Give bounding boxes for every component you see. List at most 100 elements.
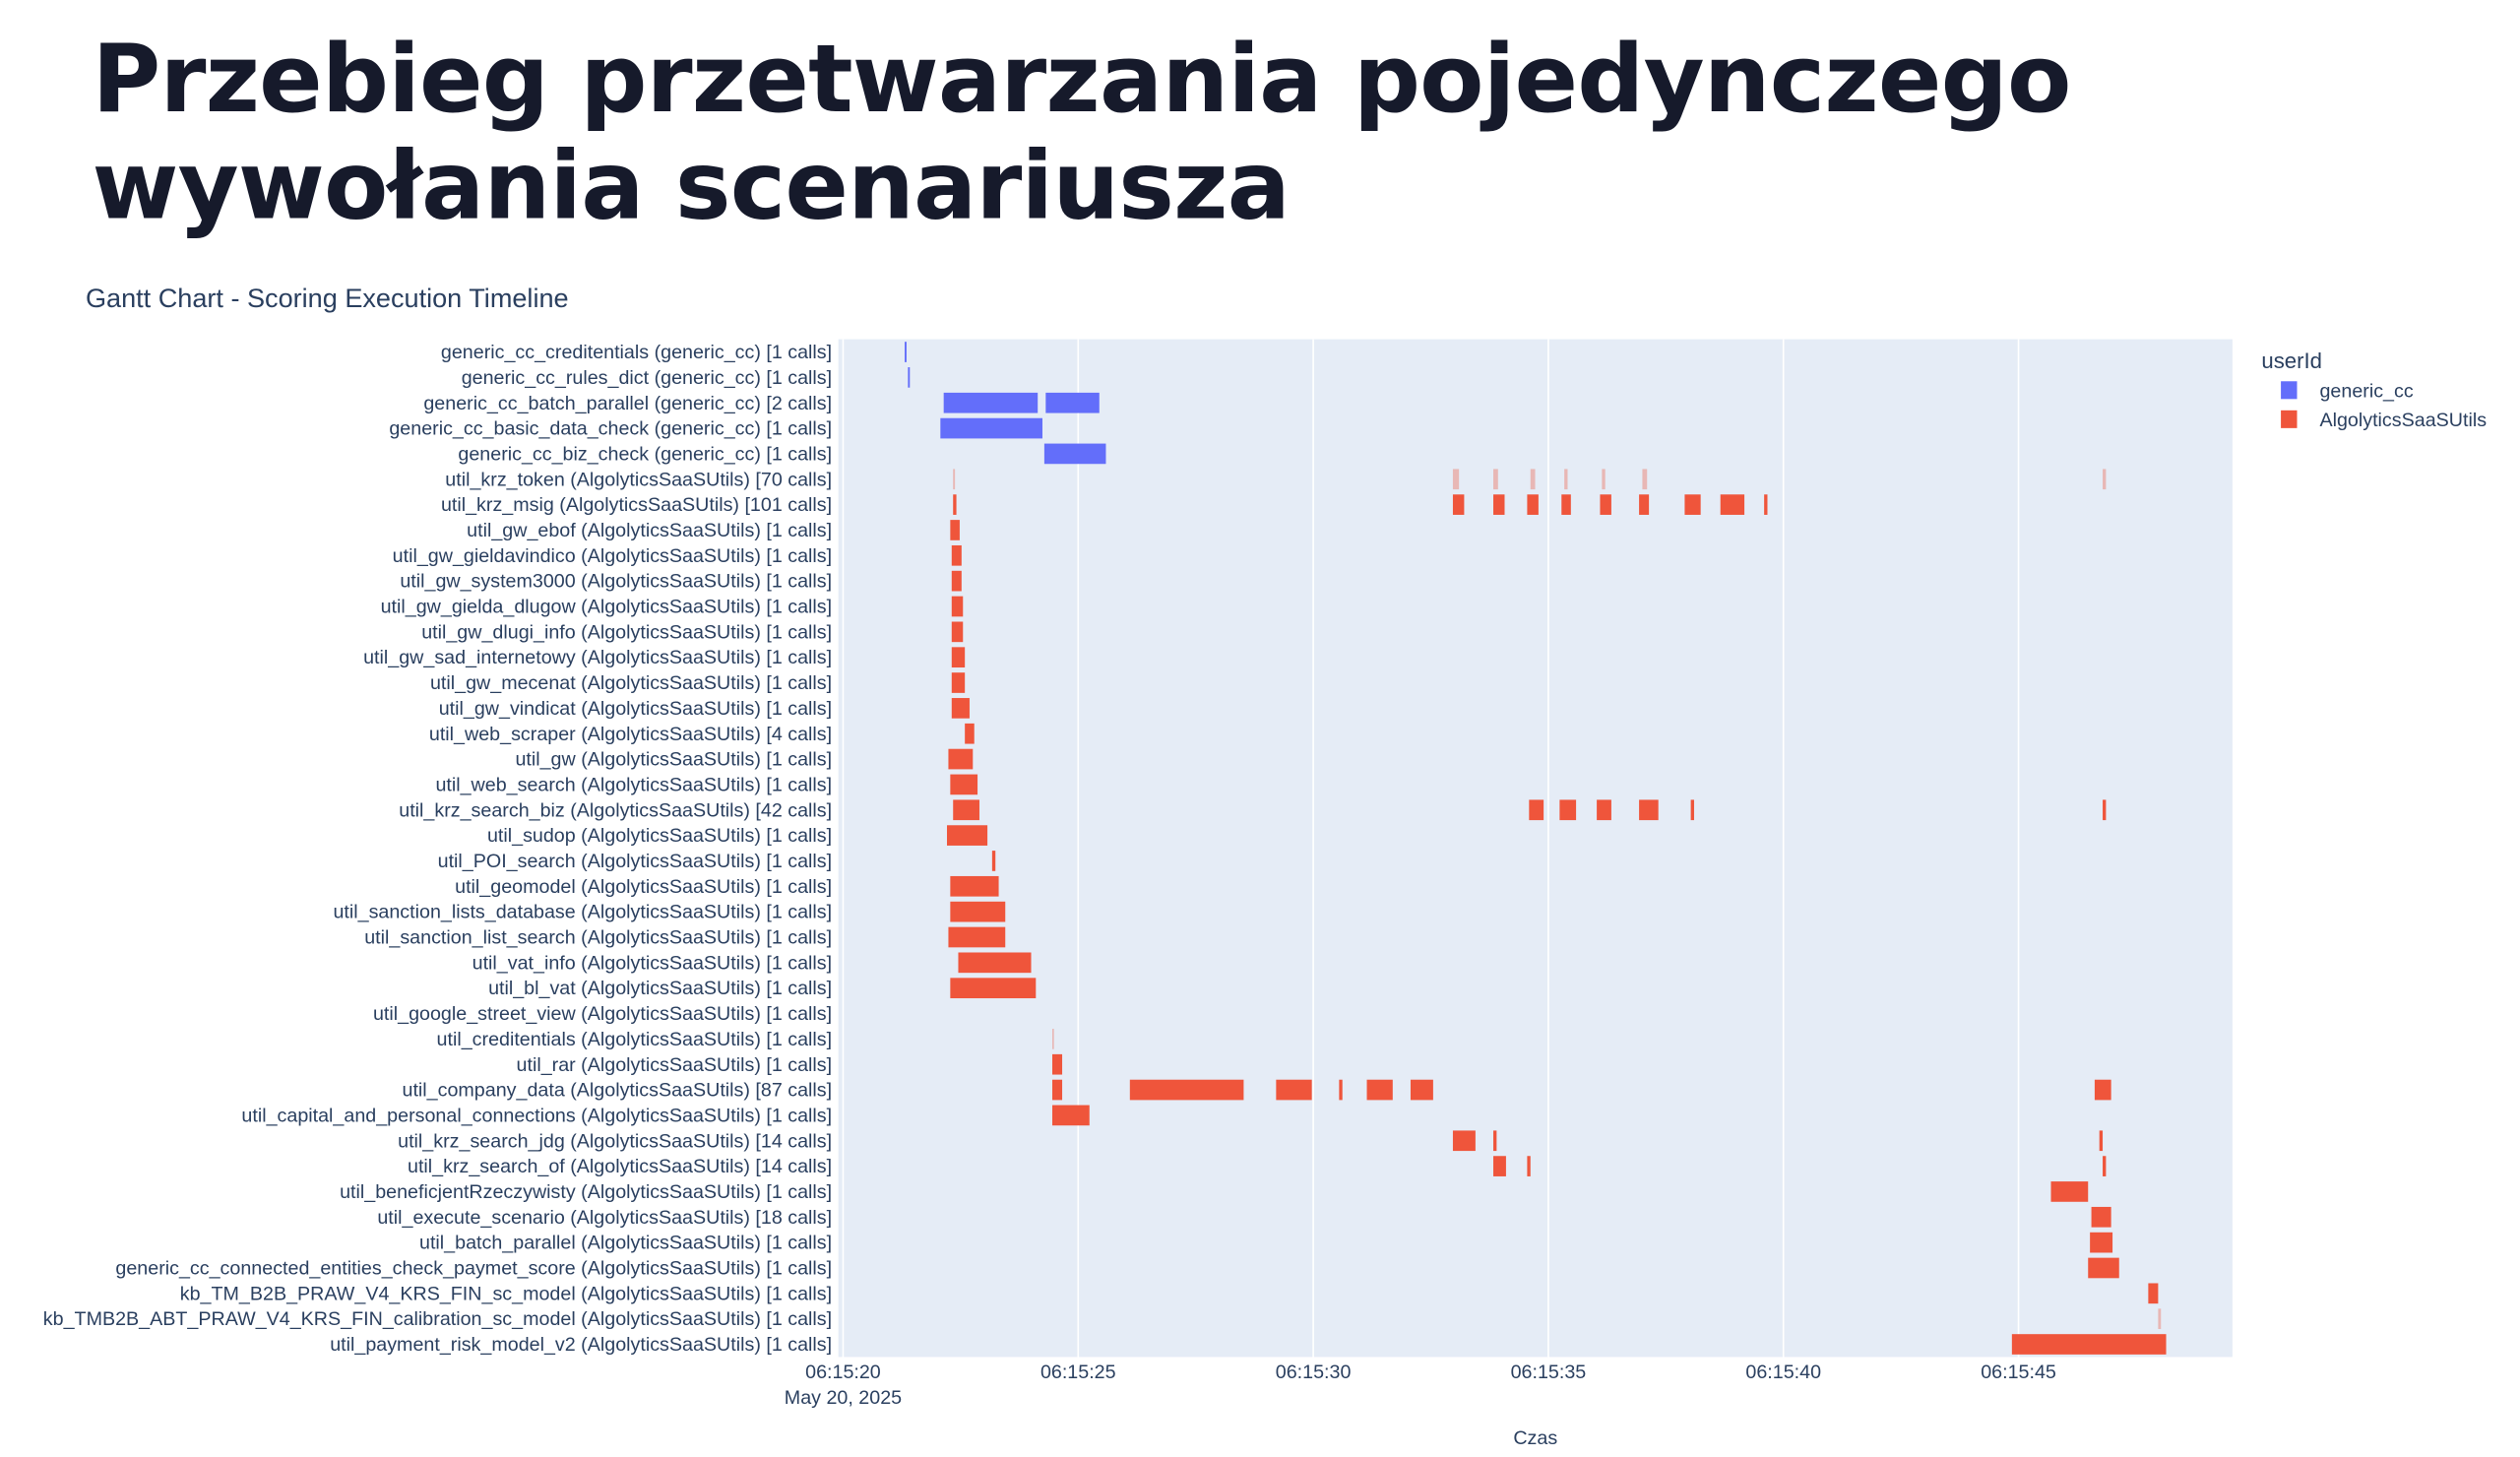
gantt-bar: [2090, 1232, 2113, 1253]
x-tick-label: 06:15:25: [1040, 1362, 1116, 1383]
y-tick-label: generic_cc_rules_dict (generic_cc) [1 ca…: [462, 367, 832, 389]
gantt-bar: [1564, 469, 1568, 490]
y-tick-label: util_payment_risk_model_v2 (AlgolyticsSa…: [330, 1334, 832, 1356]
y-tick-label: util_gw_gieldavindico (AlgolyticsSaaSUti…: [393, 545, 832, 567]
gantt-bar: [2050, 1181, 2089, 1202]
gantt-bar: [948, 926, 1006, 948]
gantt-bar: [991, 851, 996, 871]
gantt-bar: [951, 544, 962, 566]
x-date-label: May 20, 2025: [785, 1387, 902, 1409]
y-tick-label: util_krz_token (AlgolyticsSaaSUtils) [70…: [445, 469, 832, 490]
gantt-bar: [1129, 1079, 1244, 1101]
gantt-bar: [1600, 494, 1611, 515]
y-tick-label: util_sanction_lists_database (Algolytics…: [333, 902, 832, 923]
gantt-bar: [1690, 799, 1694, 821]
y-tick-label: util_execute_scenario (AlgolyticsSaaSUti…: [377, 1207, 832, 1229]
gantt-bar: [1493, 494, 1505, 515]
y-tick-label: util_krz_search_jdg (AlgolyticsSaaSUtils…: [398, 1130, 832, 1152]
gantt-bar: [1452, 469, 1460, 490]
gantt-bar: [1639, 494, 1650, 515]
y-tick-label: generic_cc_basic_data_check (generic_cc)…: [389, 418, 832, 440]
y-tick-label: util_POI_search (AlgolyticsSaaSUtils) [1…: [438, 851, 832, 872]
gantt-bar: [947, 825, 988, 846]
gantt-bar: [958, 952, 1032, 974]
gantt-bar: [965, 723, 975, 744]
gantt-bar: [1561, 494, 1571, 515]
gantt-bar: [951, 621, 964, 643]
gantt-bar: [905, 342, 907, 362]
gantt-bar: [1452, 494, 1465, 515]
gantt-bar: [1452, 1130, 1476, 1152]
gantt-bar: [2099, 1130, 2104, 1152]
x-axis-title: Czas: [1513, 1427, 1557, 1449]
gantt-bar: [950, 901, 1006, 922]
legend-title: userId: [2261, 348, 2322, 373]
legend-item: generic_cc: [2319, 381, 2413, 403]
gantt-bar: [1684, 494, 1701, 515]
gantt-bar: [1639, 799, 1659, 821]
legend-swatch-generic_cc: [2281, 381, 2298, 400]
y-tick-label: util_geomodel (AlgolyticsSaaSUtils) [1 c…: [455, 876, 832, 898]
legend-swatch-AlgolyticsSaaSUtils: [2281, 410, 2298, 428]
x-tick-label: 06:15:40: [1745, 1362, 1821, 1383]
y-tick-label: util_gw_system3000 (AlgolyticsSaaSUtils)…: [400, 571, 832, 593]
y-tick-label: util_capital_and_personal_connections (A…: [241, 1105, 832, 1126]
gantt-bar: [950, 875, 999, 897]
gantt-bar: [1597, 799, 1611, 821]
plot-area: [838, 339, 2233, 1358]
gantt-bar: [950, 520, 960, 540]
gantt-bar: [2088, 1257, 2119, 1279]
y-tick-label: util_creditentials (AlgolyticsSaaSUtils)…: [437, 1029, 833, 1050]
y-tick-label: generic_cc_connected_entities_check_paym…: [115, 1258, 832, 1280]
y-tick-label: util_gw_gielda_dlugow (AlgolyticsSaaSUti…: [381, 597, 833, 618]
page-title: Przebieg przetwarzania pojedynczego wywo…: [92, 26, 2072, 241]
y-tick-label: kb_TMB2B_ABT_PRAW_V4_KRS_FIN_calibration…: [43, 1308, 832, 1330]
gantt-bar: [951, 672, 966, 693]
page-title-line-2: wywołania scenariusza: [92, 130, 1291, 241]
gantt-bar: [943, 392, 1039, 413]
gantt-bar: [2103, 799, 2107, 821]
gantt-bar: [953, 469, 956, 490]
legend-item: AlgolyticsSaaSUtils: [2319, 410, 2487, 431]
y-tick-label: util_krz_msig (AlgolyticsSaaSUtils) [101…: [441, 494, 832, 516]
gantt-bar: [2091, 1206, 2111, 1228]
gantt-bar: [2094, 1079, 2111, 1101]
gantt-bar: [1045, 392, 1100, 413]
x-tick-label: 06:15:35: [1511, 1362, 1587, 1383]
gantt-bar: [1642, 469, 1648, 490]
gantt-bar: [953, 494, 957, 515]
y-tick-label: util_web_scraper (AlgolyticsSaaSUtils) […: [429, 724, 832, 745]
y-tick-label: util_gw_dlugi_info (AlgolyticsSaaSUtils)…: [421, 621, 832, 643]
gantt-bar: [1339, 1079, 1343, 1101]
gantt-bar: [1529, 799, 1544, 821]
gantt-bar: [950, 774, 978, 795]
gantt-bar: [1602, 469, 1606, 490]
y-tick-label: util_sanction_list_search (AlgolyticsSaa…: [364, 927, 832, 949]
gantt-bar: [953, 799, 979, 821]
gantt-bar: [951, 570, 962, 592]
y-tick-label: util_gw (AlgolyticsSaaSUtils) [1 calls]: [515, 749, 832, 771]
y-tick-label: util_gw_mecenat (AlgolyticsSaaSUtils) [1…: [430, 672, 832, 694]
gantt-bar: [2158, 1308, 2162, 1330]
y-tick-label: util_gw_vindicat (AlgolyticsSaaSUtils) […: [439, 698, 832, 720]
gantt-bar: [1410, 1079, 1433, 1101]
gantt-bar: [1052, 1105, 1090, 1126]
gantt-bar: [2011, 1334, 2167, 1355]
y-tick-label: util_krz_search_of (AlgolyticsSaaSUtils)…: [408, 1156, 832, 1177]
y-tick-label: generic_cc_batch_parallel (generic_cc) […: [423, 393, 832, 414]
gantt-bar: [1720, 494, 1745, 515]
gantt-bar: [951, 647, 966, 668]
gantt-bar: [2103, 469, 2107, 490]
gantt-bar: [1530, 469, 1536, 490]
y-tick-label: kb_TM_B2B_PRAW_V4_KRS_FIN_sc_model (Algo…: [180, 1283, 832, 1304]
gantt-bar: [948, 748, 974, 770]
gantt-bar: [1527, 494, 1539, 515]
gantt-bar: [1527, 1156, 1531, 1176]
y-tick-label: util_company_data (AlgolyticsSaaSUtils) …: [403, 1080, 833, 1102]
gantt-bar: [1764, 494, 1768, 515]
gantt-bar: [1276, 1079, 1312, 1101]
gantt-bar: [1366, 1079, 1393, 1101]
y-tick-label: util_rar (AlgolyticsSaaSUtils) [1 calls]: [517, 1054, 833, 1076]
gantt-bar: [1052, 1053, 1063, 1075]
